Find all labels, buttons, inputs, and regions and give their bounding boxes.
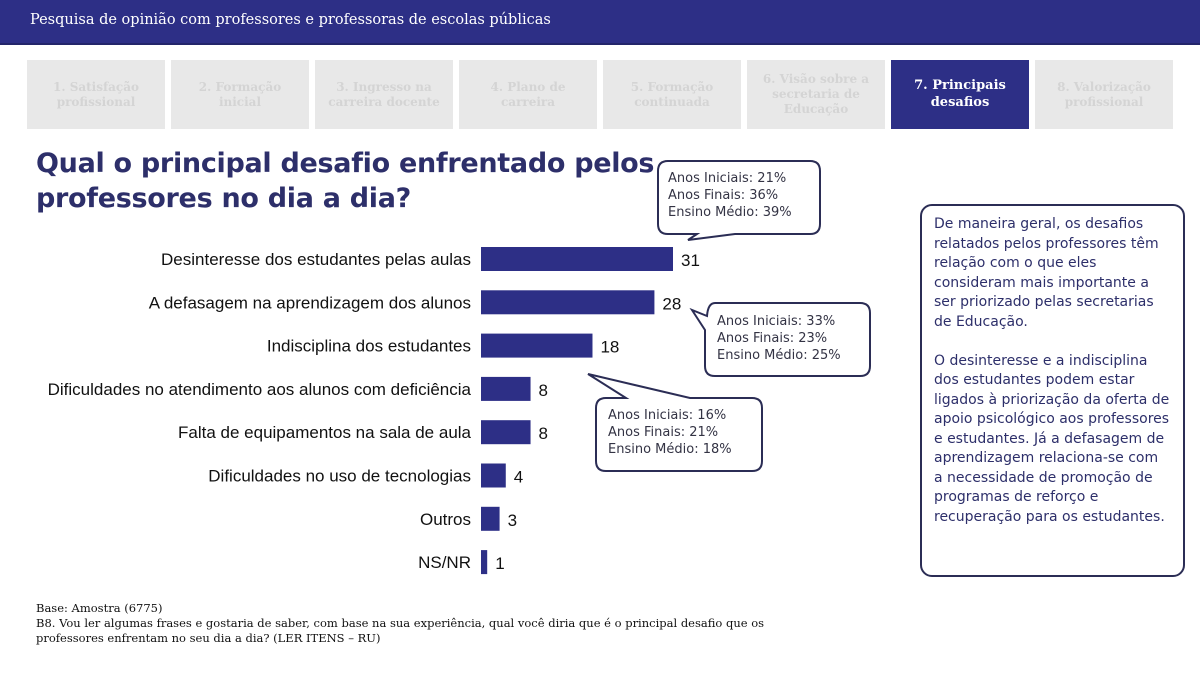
category-label: Dificuldades no uso de tecnologias — [208, 467, 471, 486]
bar — [481, 506, 500, 531]
question-title: Qual o principal desafio enfrentado pelo… — [36, 148, 655, 214]
value-label: 3 — [508, 511, 517, 530]
value-label: 8 — [539, 381, 548, 400]
callout-line-anos-finais: Anos Finais: 36% — [668, 188, 779, 203]
callout-line-anos-iniciais: Anos Iniciais: 33% — [717, 314, 836, 329]
section-tabs: 1. Satisfação profissional 2. Formação i… — [27, 60, 1175, 129]
callout-desinteresse: Anos Iniciais: 21% Anos Finais: 36% Ensi… — [668, 170, 792, 221]
callout-line-anos-finais: Anos Finais: 23% — [717, 331, 828, 346]
category-label: A defasagem na aprendizagem dos alunos — [149, 293, 471, 312]
bar — [481, 333, 593, 358]
insight-paragraph-2: O desinteresse e a indisciplina dos estu… — [934, 352, 1170, 525]
bar — [481, 290, 655, 315]
footer-notes: Base: Amostra (6775) B8. Vou ler algumas… — [36, 601, 816, 646]
callout-line-anos-iniciais: Anos Iniciais: 21% — [668, 171, 787, 186]
tab-ingresso-carreira[interactable]: 3. Ingresso na carreira docente — [315, 60, 453, 129]
category-label: Indisciplina dos estudantes — [267, 337, 471, 356]
value-label: 4 — [514, 468, 523, 487]
category-label: NS/NR — [418, 553, 471, 572]
callout-indisciplina: Anos Iniciais: 16% Anos Finais: 21% Ensi… — [608, 407, 732, 458]
callout-line-ensino-medio: Ensino Médio: 39% — [668, 205, 792, 220]
value-label: 18 — [600, 338, 619, 357]
bar — [481, 247, 673, 271]
category-label: Desinteresse dos estudantes pelas aulas — [161, 250, 471, 269]
tab-satisfacao-profissional[interactable]: 1. Satisfação profissional — [27, 60, 165, 129]
tab-visao-secretaria[interactable]: 6. Visão sobre a secretaria de Educação — [747, 60, 885, 129]
tab-valorizacao-profissional[interactable]: 8. Valorização profissional — [1035, 60, 1173, 129]
bar — [481, 376, 531, 401]
value-label: 1 — [495, 554, 504, 573]
category-label: Outros — [420, 510, 471, 529]
insight-note-box: De maneira geral, os desafios relatados … — [920, 204, 1185, 577]
tab-plano-carreira[interactable]: 4. Plano de carreira — [459, 60, 597, 129]
header-title: Pesquisa de opinião com professores e pr… — [30, 12, 551, 28]
bar — [481, 550, 488, 575]
callout-defasagem: Anos Iniciais: 33% Anos Finais: 23% Ensi… — [717, 313, 841, 364]
bar — [481, 420, 531, 445]
header-bar: Pesquisa de opinião com professores e pr… — [0, 0, 1200, 45]
value-label: 8 — [539, 424, 548, 443]
tab-formacao-inicial[interactable]: 2. Formação inicial — [171, 60, 309, 129]
callout-line-anos-iniciais: Anos Iniciais: 16% — [608, 408, 727, 423]
insight-paragraph-1: De maneira geral, os desafios relatados … — [934, 216, 1159, 330]
bar — [481, 463, 506, 488]
survey-question-text: B8. Vou ler algumas frases e gostaria de… — [36, 616, 765, 645]
tab-formacao-continuada[interactable]: 5. Formação continuada — [603, 60, 741, 129]
callout-line-ensino-medio: Ensino Médio: 18% — [608, 442, 732, 457]
callout-line-ensino-medio: Ensino Médio: 25% — [717, 348, 841, 363]
sample-base: Base: Amostra (6775) — [36, 601, 163, 615]
value-label: 28 — [662, 294, 681, 313]
callout-line-anos-finais: Anos Finais: 21% — [608, 425, 719, 440]
category-label: Dificuldades no atendimento aos alunos c… — [48, 380, 472, 399]
tab-principais-desafios[interactable]: 7. Principais desafios — [891, 60, 1029, 129]
value-label: 31 — [681, 251, 700, 270]
category-label: Falta de equipamentos na sala de aula — [178, 423, 472, 442]
